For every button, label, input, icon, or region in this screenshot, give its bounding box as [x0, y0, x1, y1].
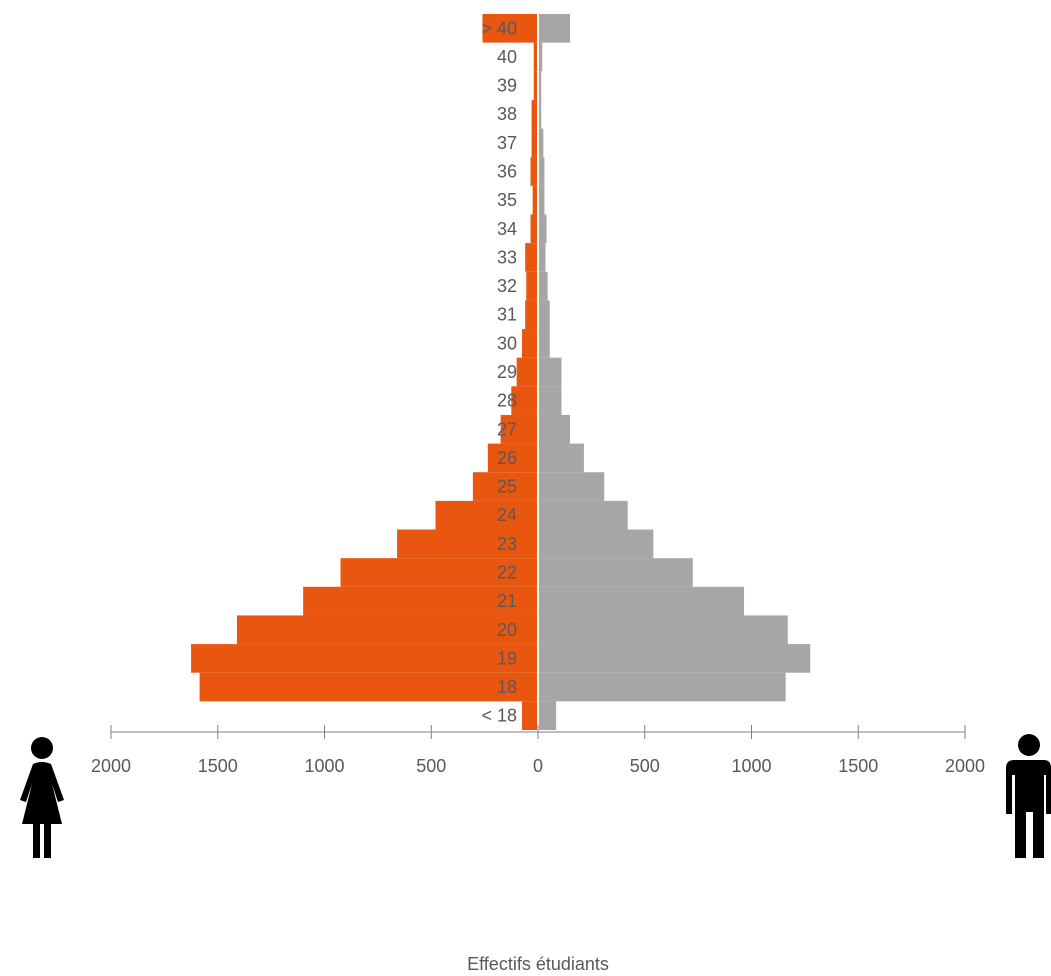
- bar-left-1: [199, 672, 539, 702]
- bar-left-18: [532, 185, 538, 215]
- bar-right-17: [538, 214, 547, 244]
- bar-right-20: [538, 128, 544, 158]
- bar-right-9: [538, 443, 584, 473]
- age-label: > 40: [481, 18, 517, 38]
- age-labels-group: < 18 18 19 20 21 22 23 24 25 26 27 28 29 30 31 32 33 34 35…: [481, 18, 517, 725]
- age-label: 25: [497, 477, 517, 497]
- bar-right-5: [538, 558, 693, 587]
- bar-left-21: [531, 99, 538, 129]
- x-tick-label: 500: [416, 756, 446, 776]
- bar-right-11: [538, 386, 562, 415]
- age-label: 35: [497, 190, 517, 210]
- bar-left-2: [191, 644, 538, 673]
- x-tick-label: 500: [630, 756, 660, 776]
- bar-right-16: [538, 243, 546, 272]
- x-axis-title: Effectifs étudiants: [467, 954, 609, 974]
- bar-right-24: [538, 14, 571, 43]
- age-label: 33: [497, 247, 517, 267]
- bar-left-24: [482, 14, 538, 43]
- bar-right-2: [538, 644, 811, 673]
- bar-left-8: [472, 472, 538, 501]
- age-label: 31: [497, 305, 517, 325]
- x-tick-label: 2000: [945, 756, 985, 776]
- age-label: 27: [497, 419, 517, 439]
- bar-left-20: [531, 128, 538, 158]
- bar-right-1: [538, 672, 786, 702]
- age-label: 26: [497, 448, 517, 468]
- age-label: 30: [497, 333, 517, 353]
- bar-left-16: [525, 243, 538, 272]
- age-label: 36: [497, 162, 517, 182]
- bar-right-21: [538, 99, 542, 129]
- bar-right-13: [538, 329, 550, 358]
- age-label: 38: [497, 104, 517, 124]
- age-label: 18: [497, 677, 517, 697]
- bar-right-4: [538, 586, 745, 616]
- age-label: 32: [497, 276, 517, 296]
- x-tick-label: 2000: [91, 756, 131, 776]
- x-axis: 2000 1500 1000 500 0 500 1000 1500 2000: [91, 725, 985, 776]
- bar-left-6: [397, 529, 538, 559]
- age-label: 40: [497, 47, 517, 67]
- age-label: 23: [497, 534, 517, 554]
- bar-left-3: [236, 615, 538, 645]
- age-label: 34: [497, 219, 517, 239]
- bar-right-23: [538, 42, 543, 72]
- male-person-icon: [1006, 734, 1051, 858]
- age-label: 29: [497, 362, 517, 382]
- x-tick-label: 1500: [198, 756, 238, 776]
- bar-left-5: [340, 558, 538, 587]
- bar-left-19: [530, 157, 538, 186]
- female-person-icon: [20, 737, 64, 858]
- age-label: 20: [497, 620, 517, 640]
- bar-left-10: [500, 414, 538, 444]
- age-label: < 18: [481, 706, 517, 726]
- bar-left-13: [521, 329, 538, 358]
- bar-left-0: [521, 701, 538, 730]
- age-label: 24: [497, 505, 517, 525]
- bar-left-9: [487, 443, 538, 473]
- bar-left-11: [511, 386, 538, 415]
- bar-left-7: [435, 500, 538, 530]
- bar-right-7: [538, 500, 628, 530]
- age-label: 28: [497, 391, 517, 411]
- bar-left-23: [533, 42, 538, 72]
- age-label: 37: [497, 133, 517, 153]
- bar-left-22: [533, 71, 538, 100]
- bar-right-18: [538, 185, 545, 215]
- x-tick-label: 0: [533, 756, 543, 776]
- bar-left-15: [526, 271, 538, 301]
- bar-left-14: [525, 300, 538, 330]
- age-label: 21: [497, 591, 517, 611]
- bar-right-6: [538, 529, 654, 559]
- age-label: 22: [497, 562, 517, 582]
- x-tick-label: 1000: [731, 756, 771, 776]
- bar-right-14: [538, 300, 550, 330]
- bar-right-0: [538, 701, 557, 730]
- bar-right-3: [538, 615, 788, 645]
- bars-group: [191, 14, 811, 730]
- bar-right-19: [538, 157, 545, 186]
- bar-left-4: [303, 586, 538, 616]
- age-label: 19: [497, 648, 517, 668]
- bar-left-17: [530, 214, 538, 244]
- age-label: 39: [497, 76, 517, 96]
- bar-right-8: [538, 472, 605, 501]
- x-tick-label: 1000: [304, 756, 344, 776]
- bar-right-12: [538, 357, 562, 387]
- bar-left-12: [516, 357, 538, 387]
- bar-right-15: [538, 271, 548, 301]
- bar-right-10: [538, 414, 571, 444]
- x-tick-label: 1500: [838, 756, 878, 776]
- bar-right-22: [538, 71, 542, 100]
